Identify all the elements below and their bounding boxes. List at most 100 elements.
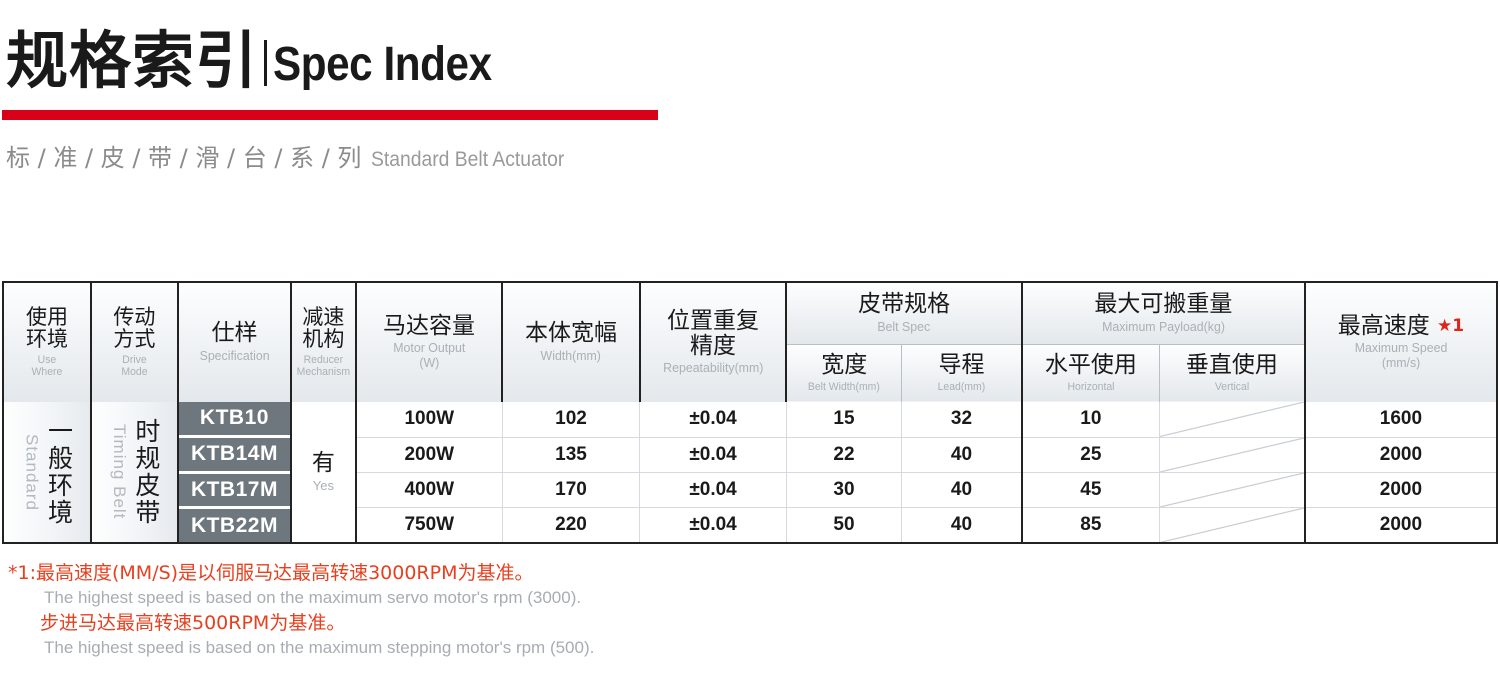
header-max-payload-cn: 最大可搬重量 (1094, 291, 1233, 318)
cell-motor-output: 750W (355, 507, 503, 542)
reducer-value-cn: 有 (311, 449, 335, 476)
cell-specification-list: KTB10 KTB14M KTB17M KTB22M (177, 402, 293, 542)
cell-max-speed: 2000 (1304, 507, 1496, 542)
cell-belt-lead: 40 (901, 507, 1023, 542)
header-drive-mode-cn: 传动 方式 (113, 305, 156, 352)
header-motor-output-en: Motor Output (W) (392, 340, 466, 371)
header-max-speed-cn: 最高速度 ★1 (1337, 312, 1465, 339)
spec-chip-2[interactable]: KTB17M (178, 473, 291, 510)
header-specification-en: Specification (199, 347, 270, 363)
cell-width: 220 (502, 507, 641, 542)
cell-vertical-not-applicable (1159, 507, 1306, 542)
subtitle: 标 / 准 / 皮 / 带 / 滑 / 台 / 系 / 列 Standard B… (6, 138, 582, 173)
header-use-where-en: Use Where (31, 353, 63, 379)
cell-horizontal: 45 (1021, 472, 1160, 508)
footnote-2-cn: 步进马达最高转速500RPM为基准。 (40, 611, 346, 634)
table-row: 一般环境 Standard 时规皮带 Timing Belt KTB10 KTB… (4, 402, 1496, 542)
header-drive-mode: 传动 方式 Drive Mode (90, 283, 179, 402)
cell-vertical-not-applicable (1159, 402, 1306, 438)
table-header-row-1: 使用 环境 Use Where 传动 方式 Drive Mode 仕样 Spec… (4, 283, 1496, 402)
cell-repeatability: ±0.04 (639, 472, 787, 508)
cell-horizontal: 10 (1021, 402, 1160, 438)
header-repeatability-cn: 位置重复 精度 (667, 308, 760, 359)
cell-width: 170 (502, 472, 641, 508)
cell-horizontal: 25 (1021, 437, 1160, 473)
cell-repeatability: ±0.04 (639, 402, 787, 438)
table-row: 400W 170 ±0.04 30 40 45 2000 (4, 472, 1496, 508)
cell-belt-width: 50 (786, 507, 903, 542)
use-where-value-cn: 一般环境 (44, 418, 74, 526)
header-max-speed-en: Maximum Speed (mm/s) (1354, 340, 1448, 371)
spec-chip-0[interactable]: KTB10 (178, 402, 291, 438)
cell-motor-output: 400W (355, 472, 503, 508)
header-specification-cn: 仕样 (211, 320, 258, 347)
cell-belt-width: 22 (786, 437, 903, 473)
header-belt-spec-group: 皮带规格 Belt Spec (786, 283, 1023, 345)
header-repeatability: 位置重复 精度 Repeatability(mm) (639, 283, 788, 402)
header-use-where-cn: 使用 环境 (25, 305, 68, 352)
footnote-1-en: The highest speed is based on the maximu… (44, 588, 582, 608)
header-horizontal-cn: 水平使用 (1044, 352, 1137, 379)
title-divider (264, 40, 268, 86)
cell-belt-lead: 40 (901, 437, 1023, 473)
spec-table: 使用 环境 Use Where 传动 方式 Drive Mode 仕样 Spec… (2, 281, 1498, 544)
header-width: 本体宽幅 Width(mm) (502, 283, 641, 402)
cell-belt-width: 15 (786, 402, 903, 438)
cell-repeatability: ±0.04 (639, 437, 787, 473)
header-repeatability-en: Repeatability(mm) (662, 359, 764, 375)
cell-motor-output: 200W (355, 437, 503, 473)
reducer-value-en: Yes (312, 478, 334, 494)
title-accent-rule (2, 110, 658, 120)
header-width-en: Width(mm) (540, 347, 602, 363)
cell-max-speed: 2000 (1304, 437, 1496, 473)
cell-use-where-value: 一般环境 Standard (4, 402, 92, 542)
cell-belt-lead: 40 (901, 472, 1023, 508)
cell-reducer-value: 有 Yes (291, 402, 357, 542)
header-reducer: 减速 机构 Reducer Mechanism (291, 283, 357, 402)
spec-chip-1[interactable]: KTB14M (178, 437, 291, 474)
cell-belt-lead: 32 (901, 402, 1023, 438)
footnote-2-en: The highest speed is based on the maximu… (44, 637, 595, 657)
header-horizontal: 水平使用 Horizontal (1021, 344, 1160, 402)
use-where-value-en: Standard (22, 433, 42, 511)
cell-width: 102 (502, 402, 641, 438)
header-belt-width-cn: 宽度 (821, 352, 868, 379)
spec-chip-3[interactable]: KTB22M (178, 509, 291, 542)
cell-horizontal: 85 (1021, 507, 1160, 542)
header-belt-lead-en: Lead(mm) (937, 380, 986, 393)
header-motor-output-cn: 马达容量 (383, 312, 476, 339)
drive-mode-value-en: Timing Belt (109, 424, 129, 520)
drive-mode-value-cn: 时规皮带 (131, 418, 161, 526)
header-vertical-en: Vertical (1214, 380, 1249, 393)
cell-vertical-not-applicable (1159, 472, 1306, 508)
header-belt-spec-cn: 皮带规格 (858, 291, 951, 318)
header-max-speed: 最高速度 ★1 Maximum Speed (mm/s) (1304, 283, 1496, 402)
footnote-1-cn: *1:最高速度(MM/S)是以伺服马达最高转速3000RPM为基准。 (8, 562, 534, 584)
cell-repeatability: ±0.04 (639, 507, 787, 542)
header-reducer-en: Reducer Mechanism (296, 353, 351, 379)
cell-motor-output: 100W (355, 402, 503, 438)
page-title: 规格索引 Spec Index (6, 30, 521, 92)
header-belt-width: 宽度 Belt Width(mm) (786, 344, 903, 402)
header-max-payload-group: 最大可搬重量 Maximum Payload(kg) (1021, 283, 1306, 345)
table-row: 200W 135 ±0.04 22 40 25 2000 (4, 437, 1496, 473)
footnotes: *1:最高速度(MM/S)是以伺服马达最高转速3000RPM为基准。 The h… (8, 561, 908, 660)
header-belt-lead-cn: 导程 (938, 352, 985, 379)
cell-drive-mode-value: 时规皮带 Timing Belt (90, 402, 179, 542)
header-belt-spec-en: Belt Spec (877, 318, 931, 334)
subtitle-cn: 标 / 准 / 皮 / 带 / 滑 / 台 / 系 / 列 (6, 144, 362, 172)
cell-belt-width: 30 (786, 472, 903, 508)
cell-max-speed: 2000 (1304, 472, 1496, 508)
header-belt-lead: 导程 Lead(mm) (901, 344, 1023, 402)
header-motor-output: 马达容量 Motor Output (W) (355, 283, 504, 402)
header-vertical-cn: 垂直使用 (1185, 352, 1278, 379)
page-title-cn: 规格索引 (6, 24, 259, 97)
table-header-row-2: 宽度 Belt Width(mm) 导程 Lead(mm) 水平使用 Horiz… (4, 344, 1496, 402)
header-width-cn: 本体宽幅 (525, 320, 618, 347)
footnote-star-icon: ★1 (1437, 315, 1465, 336)
header-horizontal-en: Horizontal (1067, 380, 1115, 393)
cell-width: 135 (502, 437, 641, 473)
cell-max-speed: 1600 (1304, 402, 1496, 438)
page-title-en: Spec Index (273, 38, 492, 91)
